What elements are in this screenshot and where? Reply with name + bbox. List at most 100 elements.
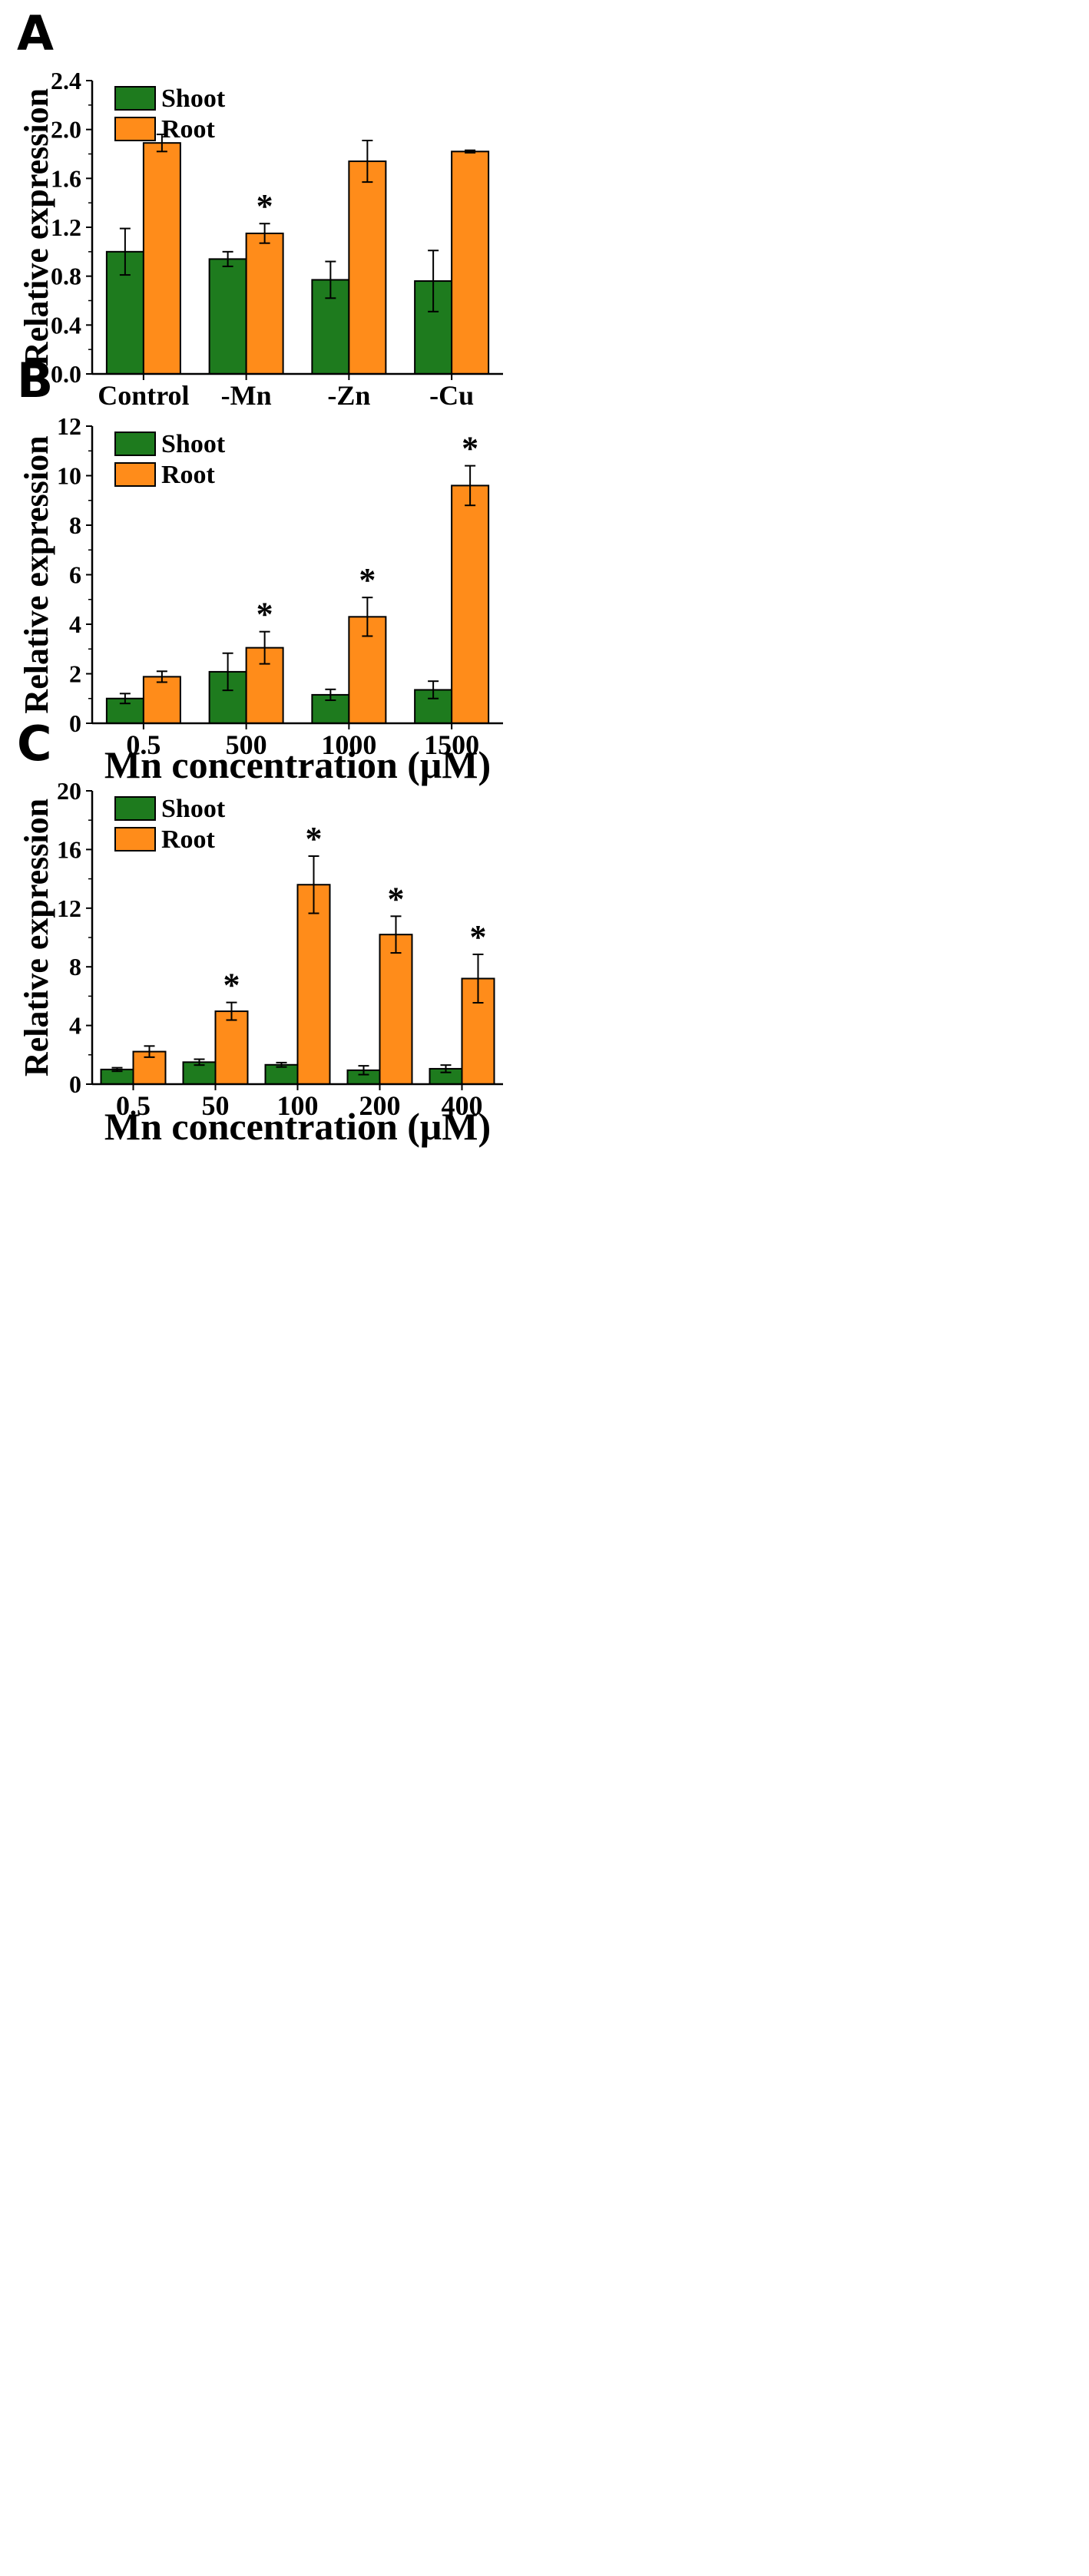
x-tick-label: 500 [226, 729, 267, 760]
bar-root [245, 232, 284, 375]
error-bar [226, 1001, 237, 1021]
y-tick-label: 8 [69, 953, 81, 980]
significance-marker: * [257, 187, 273, 225]
x-tick-label: Control [98, 380, 189, 411]
error-bar [362, 597, 373, 637]
x-tick-label: 100 [277, 1090, 319, 1121]
x-tick-label: 0.5 [126, 729, 161, 760]
error-bar [440, 1064, 452, 1073]
bar-root [142, 676, 181, 724]
significance-marker: * [223, 967, 240, 1004]
x-tick-label: -Mn [221, 380, 272, 411]
y-tick-label: 12 [57, 894, 81, 922]
bar-root [142, 142, 181, 375]
y-tick-label: 1.6 [51, 164, 81, 192]
significance-marker: * [388, 880, 405, 918]
error-bar [156, 134, 167, 153]
y-axis-label: Relative expression [18, 799, 55, 1076]
error-bar [472, 953, 484, 1004]
y-tick-label: 2.0 [51, 116, 81, 144]
y-tick-label: 0 [69, 709, 81, 737]
error-bar [222, 652, 233, 692]
x-tick-label: 1000 [321, 729, 376, 760]
bar-root [379, 934, 413, 1086]
y-tick-label: 0 [69, 1070, 81, 1098]
bar-root [451, 150, 490, 375]
error-bar [144, 1045, 155, 1058]
legend-label-root: Root [161, 461, 216, 489]
significance-marker: * [306, 820, 323, 858]
legend-label-shoot: Shoot [161, 430, 226, 458]
panel-label: C [17, 716, 52, 772]
x-tick-label: 1500 [424, 729, 479, 760]
bar-root [451, 484, 490, 725]
error-bar [358, 1065, 369, 1076]
y-axis-label: Relative expression [18, 88, 55, 366]
legend-swatch-shoot [114, 432, 156, 456]
legend-swatch-root [114, 462, 156, 487]
x-tick-label: 0.5 [116, 1090, 151, 1121]
bar-shoot [208, 258, 247, 375]
error-bar [308, 855, 319, 914]
x-axis-label: Mn concentration (μM) [104, 743, 491, 786]
legend-swatch-shoot [114, 796, 156, 821]
chart-panel-c: C * * * * 0 4 8 12 16 20 0.5 50 100 200 400 Relative exp… [17, 716, 503, 1148]
y-tick-label: 20 [57, 777, 81, 805]
y-tick-label: 2.4 [51, 67, 81, 94]
panel-label: B [17, 352, 53, 408]
x-tick-label: -Zn [327, 380, 370, 411]
x-axis-label: Mn concentration (μM) [104, 1105, 491, 1148]
error-bar [325, 260, 336, 299]
panel-label: A [17, 5, 54, 61]
error-bar [390, 915, 402, 954]
legend-swatch-root [114, 117, 156, 141]
significance-marker: * [257, 596, 273, 633]
error-bar [119, 227, 131, 276]
legend-swatch-root [114, 827, 156, 852]
legend-label-shoot: Shoot [161, 795, 226, 823]
y-tick-label: 2 [69, 660, 81, 688]
legend-label-root: Root [161, 115, 216, 144]
error-bar [362, 139, 373, 184]
y-tick-label: 4 [69, 1012, 81, 1040]
significance-marker: * [359, 561, 376, 599]
y-tick-label: 0.4 [51, 311, 81, 339]
error-bar [194, 1058, 205, 1066]
y-tick-label: 12 [57, 412, 81, 440]
bar-root [214, 1010, 249, 1085]
x-tick-label: -Cu [429, 380, 474, 411]
y-tick-label: 0.0 [51, 360, 81, 388]
legend: Shoot Root [114, 430, 226, 489]
significance-marker: * [470, 918, 487, 956]
x-tick-label: 400 [442, 1090, 483, 1121]
y-tick-label: 8 [69, 511, 81, 539]
y-tick-label: 16 [57, 835, 81, 863]
error-bar [119, 693, 131, 705]
error-bar [276, 1061, 287, 1068]
chart-panel-a: A * 0.0 0.4 0.8 1.2 1.6 2.0 2.4 Control -Mn -Zn -Cu R… [17, 5, 503, 411]
error-bar [111, 1066, 123, 1073]
error-bar [465, 149, 476, 154]
y-tick-label: 4 [69, 610, 81, 638]
y-axis-label: Relative expression [18, 435, 55, 713]
legend-swatch-shoot [114, 86, 156, 111]
chart-panel-b: B * * * 0 2 4 6 8 10 12 0.5 500 1000 1500 Relative expr… [17, 352, 503, 786]
y-tick-label: 0.8 [51, 263, 81, 290]
legend-label-shoot: Shoot [161, 84, 226, 113]
y-tick-label: 10 [57, 462, 81, 490]
error-bar [259, 630, 270, 665]
x-tick-label: 50 [202, 1090, 230, 1121]
legend-label-root: Root [161, 825, 216, 854]
bar-root [348, 160, 387, 375]
error-bar [465, 465, 476, 507]
error-bar [325, 688, 336, 702]
error-bar [156, 670, 167, 683]
x-tick-label: 200 [359, 1090, 401, 1121]
bar-root [296, 884, 331, 1085]
error-bar [259, 223, 270, 244]
significance-marker: * [462, 430, 478, 468]
error-bar [428, 250, 439, 312]
